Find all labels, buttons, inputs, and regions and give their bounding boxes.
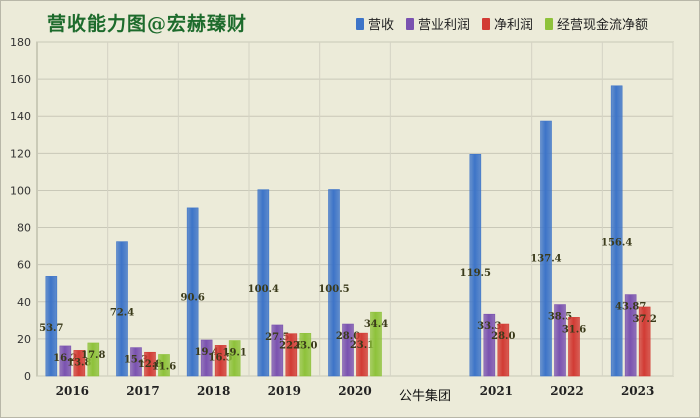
bar-2019-净利润 xyxy=(285,333,298,377)
x-tick-label: 2020 xyxy=(338,384,371,398)
legend-swatch xyxy=(545,17,554,30)
data-label: 119.5 xyxy=(460,268,491,279)
data-label: 100.4 xyxy=(248,284,279,295)
data-label: 31.6 xyxy=(562,324,586,335)
bar-2016-净利润 xyxy=(73,350,86,377)
data-label: 28.0 xyxy=(336,331,360,342)
legend-swatch xyxy=(406,17,415,30)
legend-item: 经营现金流净额 xyxy=(545,14,648,33)
bar-2021-净利润 xyxy=(497,323,510,377)
data-label: 137.4 xyxy=(530,253,561,264)
y-tick-label: 100 xyxy=(10,184,31,197)
x-tick-label: 2016 xyxy=(56,384,89,398)
y-tick-label: 0 xyxy=(24,370,31,383)
y-tick-label: 140 xyxy=(10,110,31,123)
data-label: 90.6 xyxy=(180,292,204,303)
data-label: 16.2 xyxy=(53,353,77,364)
bar-2020-营收 xyxy=(328,189,340,377)
data-label: 33.3 xyxy=(477,321,501,332)
legend-label: 经营现金流净额 xyxy=(557,18,649,33)
data-label: 156.4 xyxy=(601,237,632,248)
legend-label: 净利润 xyxy=(494,18,534,33)
bar-2017-营收 xyxy=(116,241,128,377)
legend-label: 营收 xyxy=(368,18,395,33)
y-tick-label: 20 xyxy=(17,333,31,346)
legend: 营收 营业利润 净利润 经营现金流净额 xyxy=(356,14,648,33)
legend-swatch xyxy=(482,17,491,30)
x-tick-label: 2022 xyxy=(550,384,583,398)
bar-2017-净利润 xyxy=(144,351,156,377)
y-tick-label: 60 xyxy=(17,259,31,272)
chart-title: 营收能力图@宏赫臻财 xyxy=(47,13,248,35)
bar-2020-经营现金流净额 xyxy=(370,311,382,377)
y-tick-label: 80 xyxy=(17,222,31,235)
x-tick-label: 2021 xyxy=(480,384,513,398)
data-label: 38.5 xyxy=(548,312,572,323)
data-label: 100.5 xyxy=(318,284,349,295)
bar-2018-净利润 xyxy=(214,345,227,377)
y-tick-label: 40 xyxy=(17,296,31,309)
bar-2019-营收 xyxy=(257,189,270,377)
legend-swatch xyxy=(356,17,364,30)
bar-2017-营业利润 xyxy=(130,347,142,377)
bar-2020-净利润 xyxy=(356,332,368,377)
legend-item: 净利润 xyxy=(482,14,533,33)
y-tick-label: 160 xyxy=(10,73,31,86)
bar-2016-营业利润 xyxy=(59,345,72,377)
bar-2021-营收 xyxy=(469,153,482,377)
legend-label: 营业利润 xyxy=(418,18,471,33)
bar-2018-营收 xyxy=(186,207,199,377)
bar-2018-经营现金流净额 xyxy=(228,340,241,377)
data-label: 53.7 xyxy=(39,323,63,334)
bar-2023-营收 xyxy=(610,85,623,377)
y-tick-label: 180 xyxy=(10,36,31,49)
data-label: 12.8 xyxy=(138,359,162,370)
bar-2023-净利润 xyxy=(638,306,651,377)
legend-item: 营业利润 xyxy=(406,14,470,33)
bar-2016-经营现金流净额 xyxy=(87,342,100,377)
data-label: 22.8 xyxy=(279,341,303,352)
bar-2021-营业利润 xyxy=(483,313,496,377)
data-label: 28.0 xyxy=(491,331,515,342)
data-label: 23.1 xyxy=(350,340,374,351)
data-label: 11.6 xyxy=(152,361,176,372)
bar-2022-营收 xyxy=(540,120,552,377)
data-label: 43.87 xyxy=(615,302,646,313)
data-label: 16.5 xyxy=(208,352,232,363)
bar-2017-经营现金流净额 xyxy=(158,354,170,377)
legend-item: 营收 xyxy=(356,14,394,33)
bar-2022-营业利润 xyxy=(554,304,566,377)
x-tick-label: 2018 xyxy=(197,384,230,398)
bar-2018-营业利润 xyxy=(200,339,213,377)
x-tick-label: 2017 xyxy=(126,384,159,398)
data-label: 17.8 xyxy=(81,350,105,361)
data-label: 19.1 xyxy=(222,348,246,359)
company-label: 公牛集团 xyxy=(399,389,452,404)
y-tick-label: 120 xyxy=(10,147,31,160)
bar-2022-净利润 xyxy=(568,317,580,377)
data-label: 23.0 xyxy=(293,340,317,351)
data-label: 13.8 xyxy=(67,357,91,368)
bar-2023-营业利润 xyxy=(624,294,637,377)
bar-2016-营收 xyxy=(45,276,58,377)
data-label: 34.4 xyxy=(364,319,388,330)
data-label: 15.3 xyxy=(124,355,148,366)
bar-2020-营业利润 xyxy=(342,323,354,377)
x-tick-label: 2023 xyxy=(621,384,654,398)
data-label: 27.5 xyxy=(265,332,289,343)
data-label: 19.4 xyxy=(194,347,218,358)
data-label: 37.2 xyxy=(632,314,656,325)
bar-2019-经营现金流净额 xyxy=(299,333,312,377)
bar-2019-营业利润 xyxy=(271,324,284,377)
x-tick-label: 2019 xyxy=(268,384,301,398)
data-label: 72.4 xyxy=(110,308,134,319)
